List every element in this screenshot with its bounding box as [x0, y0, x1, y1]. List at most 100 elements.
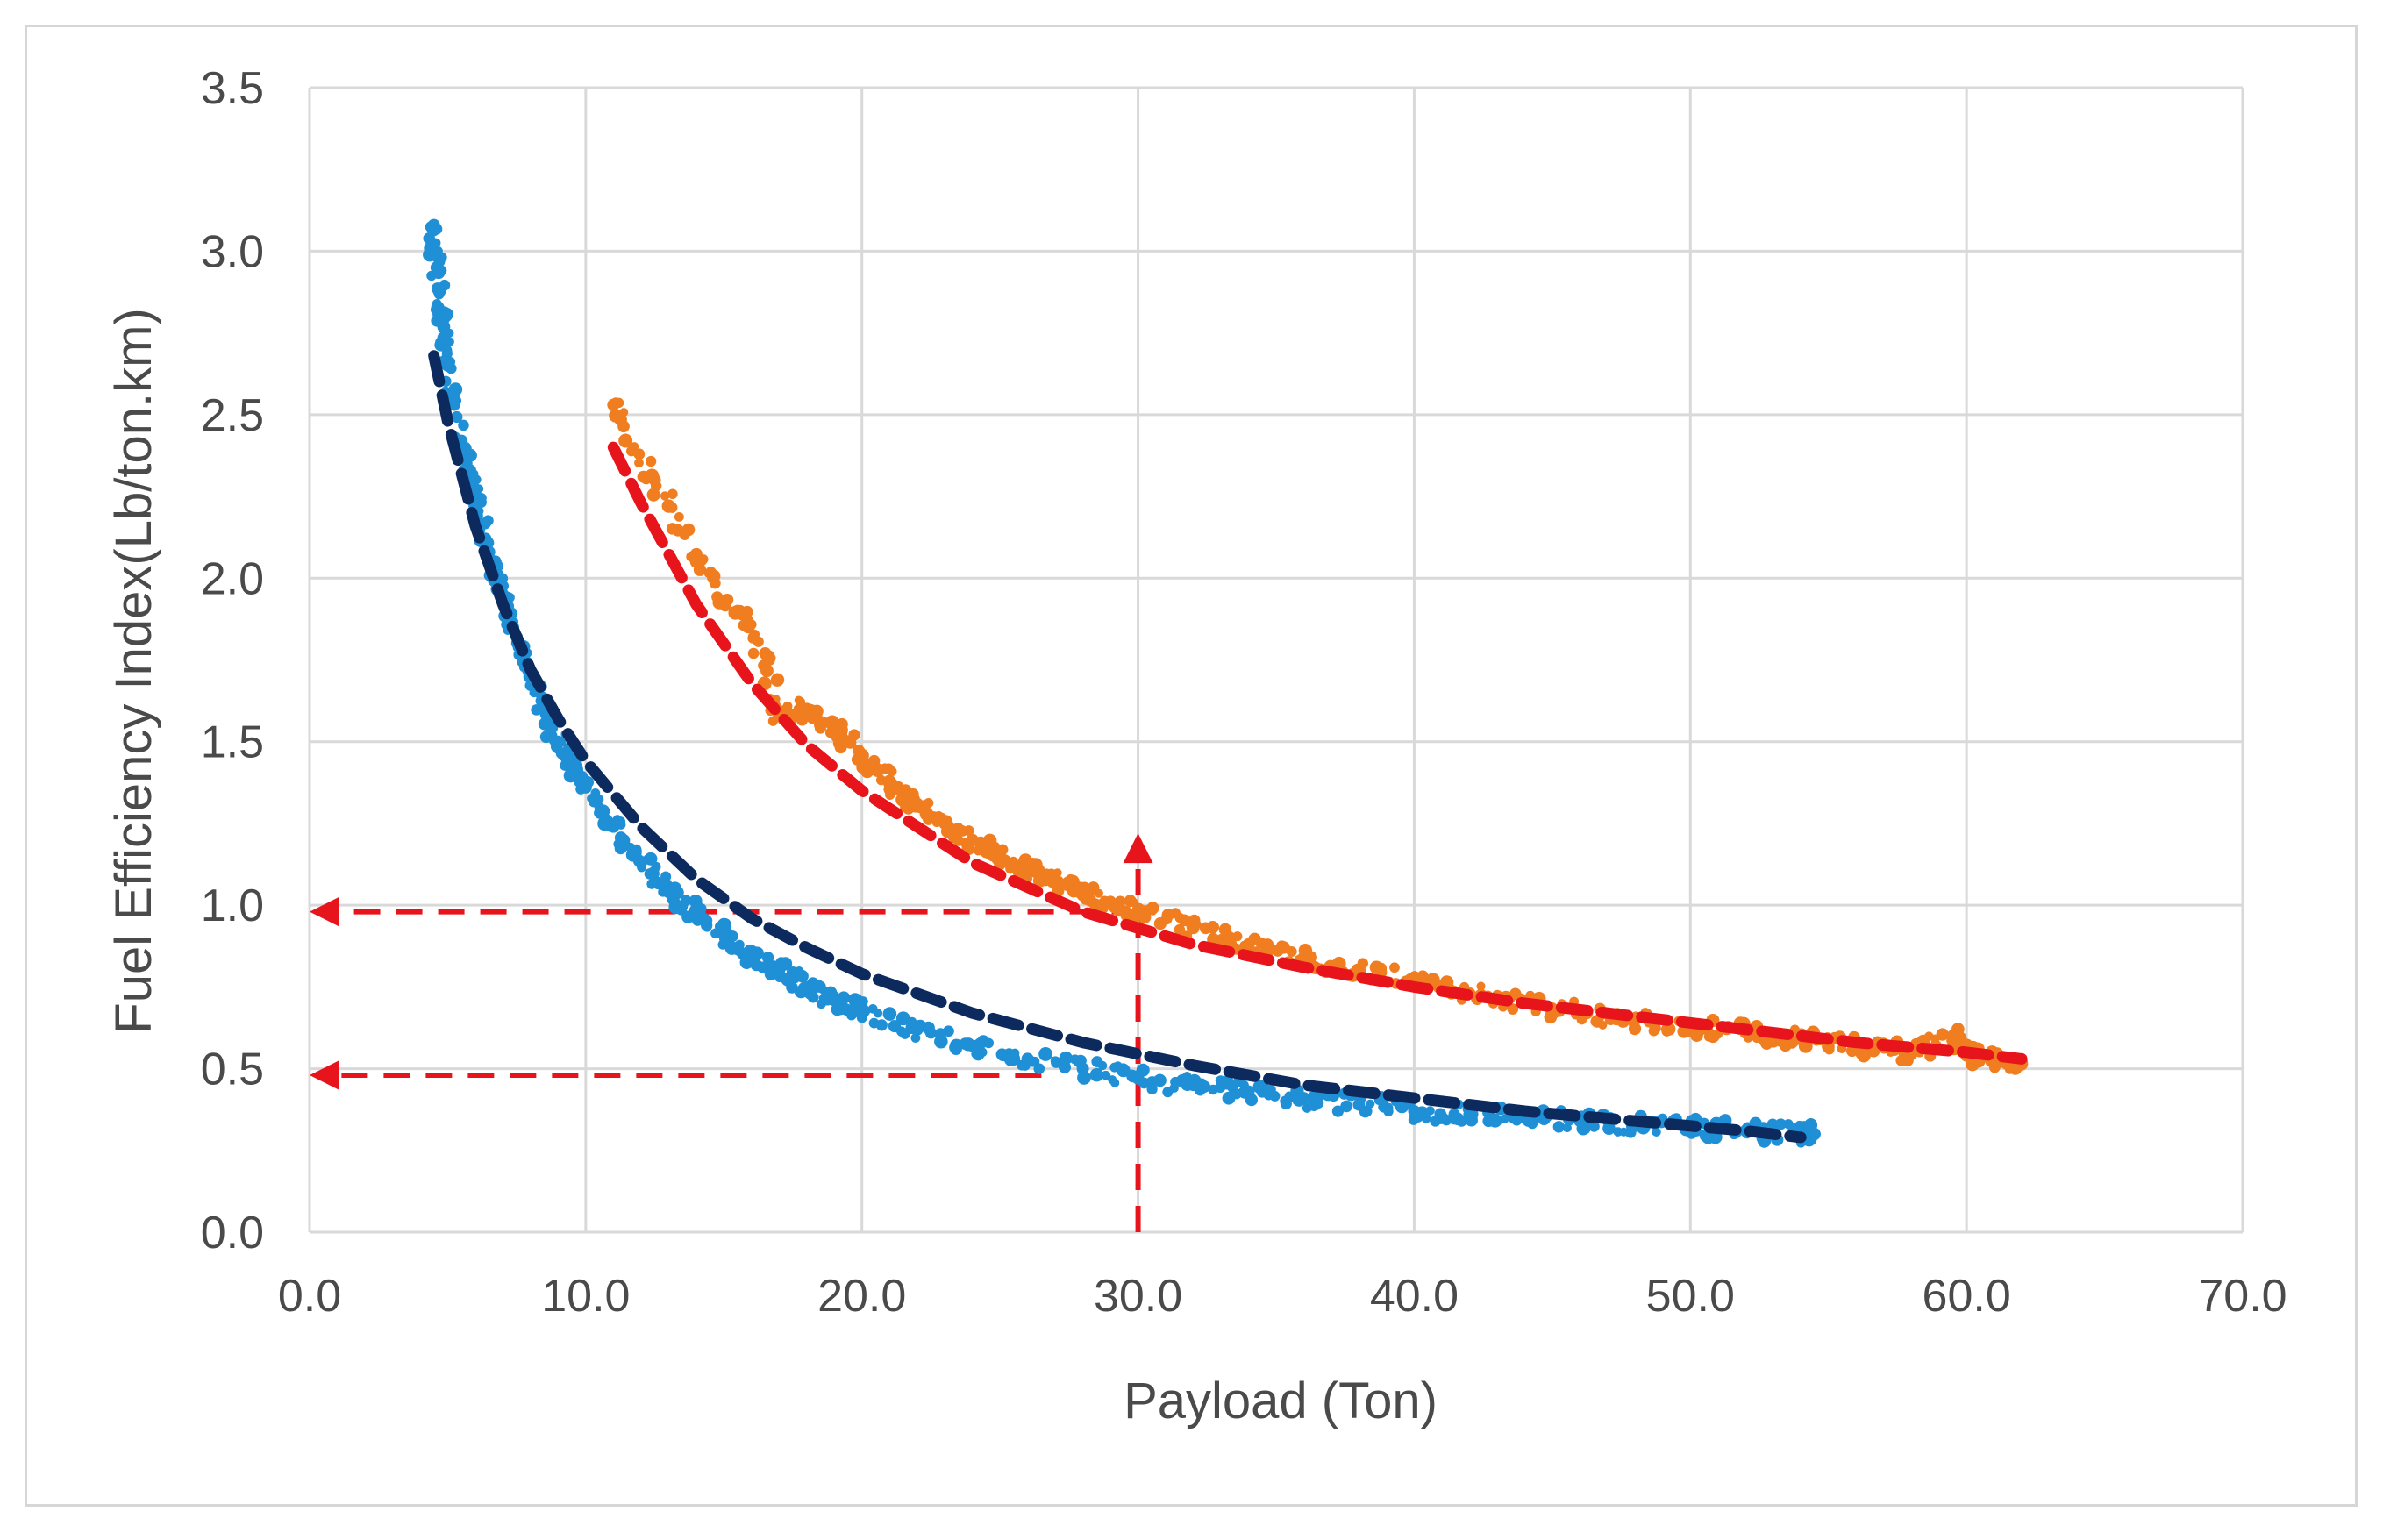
scatter-point	[1097, 1060, 1108, 1071]
scatter-point	[828, 719, 841, 732]
scatter-series-2	[607, 397, 2029, 1075]
scatter-point	[646, 488, 660, 502]
scatter-point	[555, 747, 567, 759]
scatter-point	[1104, 895, 1117, 909]
scatter-point	[1187, 922, 1200, 935]
y-tick-label: 2.5	[201, 390, 264, 441]
scatter-point	[1021, 863, 1034, 876]
scatter-point	[661, 499, 675, 513]
scatter-point	[1946, 1030, 1959, 1043]
scatter-point	[1174, 923, 1186, 936]
scatter-point	[707, 572, 719, 584]
x-tick-label: 60.0	[1923, 1271, 2011, 1322]
scatter-point	[1049, 876, 1062, 889]
scatter-point	[1476, 981, 1486, 991]
scatter-point	[1857, 1048, 1871, 1063]
scatter-point	[796, 969, 809, 983]
scatter-point	[887, 766, 897, 777]
scatter-point	[1147, 905, 1158, 916]
scatter-point	[448, 398, 460, 411]
scatter-point	[966, 833, 979, 846]
scatter-point	[445, 328, 454, 338]
scatter-point	[1052, 868, 1062, 878]
scatter-point	[607, 398, 620, 411]
scatter-point	[618, 433, 633, 448]
scatter-point	[994, 850, 1007, 863]
scatter-point	[1649, 1022, 1661, 1035]
scatter-point	[590, 788, 601, 798]
scatter-point	[566, 761, 579, 774]
scatter-point	[895, 1011, 910, 1026]
scatter-point	[1021, 1052, 1034, 1066]
scatter-point	[1552, 1121, 1566, 1133]
scatter-point	[828, 994, 841, 1007]
scatter-point	[545, 721, 559, 734]
scatter-point	[1223, 930, 1236, 944]
scatter-point	[482, 515, 494, 526]
scatter-point	[875, 1019, 888, 1031]
scatter-point	[701, 915, 711, 926]
scatter-point	[788, 967, 799, 978]
scatter-point	[436, 310, 449, 323]
scatter-point	[1059, 1051, 1073, 1066]
scatter-point	[1297, 1092, 1310, 1105]
scatter-point	[1507, 1003, 1519, 1015]
scatter-point	[1206, 920, 1220, 934]
scatter-point	[1131, 905, 1145, 918]
scatter-point	[445, 337, 454, 346]
scatter-point	[773, 964, 786, 977]
scatter-point	[882, 1007, 897, 1021]
scatter-point	[1434, 1110, 1448, 1124]
scatter-point	[1038, 1047, 1053, 1061]
scatter-point	[873, 1009, 883, 1018]
scatter-point	[1198, 1080, 1211, 1094]
scatter-point	[957, 825, 968, 837]
scatter-point	[679, 530, 690, 540]
scatter-point	[1340, 1100, 1352, 1113]
scatter-point	[1153, 1073, 1167, 1087]
scatter-point	[634, 856, 647, 869]
tick-labels: 0.0 10.0 20.0 30.0 40.0 50.0 60.0 70.0 0.0 0.5 1.0…	[201, 63, 2287, 1322]
scatter-point	[1089, 1067, 1104, 1082]
scatter-point	[1124, 895, 1137, 908]
scatter-point	[747, 647, 760, 659]
scatter-point	[800, 702, 813, 716]
scatter-point	[966, 1039, 979, 1052]
scatter-point	[633, 448, 646, 460]
scatter-point	[717, 928, 731, 941]
scatter-point	[1500, 1114, 1509, 1123]
scatter-point	[949, 1042, 960, 1053]
scatter-point	[630, 442, 639, 452]
scatter-point	[1421, 1113, 1431, 1123]
scatter-point	[1389, 962, 1400, 973]
scatter-point	[634, 458, 644, 468]
x-tick-label: 20.0	[817, 1271, 906, 1322]
annotation-arrow-head	[310, 1060, 339, 1091]
scatter-point	[741, 619, 755, 634]
scatter-point	[1766, 1118, 1779, 1130]
scatter-point	[740, 605, 753, 618]
scatter-point	[1232, 931, 1243, 942]
scatter-point	[1361, 1105, 1373, 1117]
scatter-point	[552, 735, 565, 748]
scatter-point	[1383, 1106, 1394, 1116]
scatter-point	[770, 674, 783, 687]
scatter-point	[441, 359, 454, 372]
scatter-point	[1509, 987, 1522, 1000]
y-tick-label: 0.0	[201, 1208, 264, 1258]
scatter-point	[1652, 1127, 1661, 1137]
scatter-point	[427, 218, 440, 232]
scatter-point	[794, 695, 803, 705]
scatter-point	[1544, 1010, 1558, 1024]
scatter-point	[689, 555, 703, 568]
annotation-arrow-head	[310, 896, 339, 927]
scatter-point	[674, 511, 684, 522]
x-tick-label: 10.0	[541, 1271, 630, 1322]
scatter-point	[1823, 1044, 1835, 1055]
scatter-point	[846, 1009, 857, 1021]
scatter-point	[1408, 1105, 1421, 1118]
x-tick-label: 40.0	[1370, 1271, 1459, 1322]
scatter-point	[644, 852, 658, 866]
scatter-point	[1774, 1118, 1787, 1130]
